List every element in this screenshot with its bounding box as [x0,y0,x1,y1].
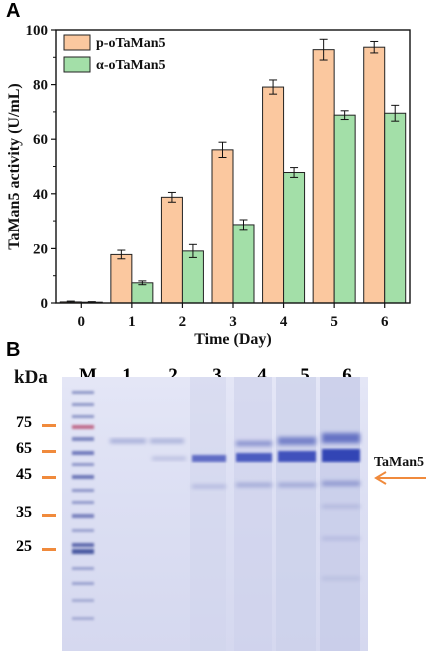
lane-label-5: 5 [300,365,310,386]
bar-alpha-1 [131,282,154,304]
bar-alpha-2 [181,250,204,304]
marker-dash-75 [42,424,56,427]
x-tick-label-5: 5 [330,314,338,330]
gel-image [62,377,368,651]
legend-label-p: p-oTaMan5 [96,36,166,51]
bar-alpha-3 [232,224,255,304]
marker-label-75: 75 [16,414,32,431]
x-tick-label-3: 3 [229,314,237,330]
taman5-arrow-icon [374,471,426,485]
legend-label-alpha: α-oTaMan5 [96,58,166,73]
marker-dash-25 [42,548,56,551]
sample-lanes [190,377,360,651]
legend-swatch-p [63,34,91,51]
bar-alpha-5 [333,114,356,304]
bar-p-2 [160,196,183,304]
bar-p-6 [363,46,386,304]
y-tick-label-0: 0 [41,296,49,312]
marker-label-35: 35 [16,504,32,521]
marker-label-45: 45 [16,466,32,483]
panel-a-label: A [6,0,21,22]
gel-bands [72,377,360,651]
legend-swatch-alpha [63,56,91,73]
bar-p-4 [262,86,285,304]
x-axis-label: Time (Day) [194,331,271,348]
x-tick-label-6: 6 [381,314,389,330]
lane-label-1: 1 [122,365,132,386]
bar-chart: 0 20 40 60 80 100 0 1 2 3 4 5 6 Time (Day) TaMan5 acti… [6,23,411,348]
taman5-bands [192,449,360,462]
lane-label-2: 2 [168,365,178,386]
marker-dash-65 [42,450,56,453]
marker-label-65: 65 [16,440,32,457]
x-tick-label-0: 0 [78,314,86,330]
bar-alpha-6 [384,112,407,304]
bar-p-5 [312,49,335,304]
lane-label-4: 4 [257,365,267,386]
ladder-lane [72,391,94,620]
marker-dash-45 [42,476,56,479]
x-tick-label-2: 2 [179,314,187,330]
y-tick-label-40: 40 [33,187,48,203]
taman5-band-label: TaMan5 [374,455,425,470]
y-tick-label-80: 80 [33,78,48,94]
bar-p-1 [110,253,133,304]
lane-label-3: 3 [212,365,222,386]
x-tick-label-4: 4 [280,314,288,330]
y-axis-label: TaMan5 activity (U/mL) [6,83,23,250]
y-tick-label-60: 60 [33,132,48,148]
lane-label-6: 6 [342,365,352,386]
marker-label-25: 25 [16,538,32,555]
upper-bands [192,433,360,580]
y-tick-label-20: 20 [33,241,48,257]
y-tick-label-100: 100 [26,23,49,39]
gel-panel: kDa M 1 2 3 4 5 6 75 65 45 35 25 [0,355,429,651]
panel-b-label: B [6,339,21,361]
x-tick-label-1: 1 [128,314,136,330]
kda-label: kDa [14,367,48,388]
marker-dash-35 [42,514,56,517]
bar-alpha-4 [283,172,306,304]
bar-p-3 [211,149,234,304]
lanes-1-2-bands [110,439,186,460]
